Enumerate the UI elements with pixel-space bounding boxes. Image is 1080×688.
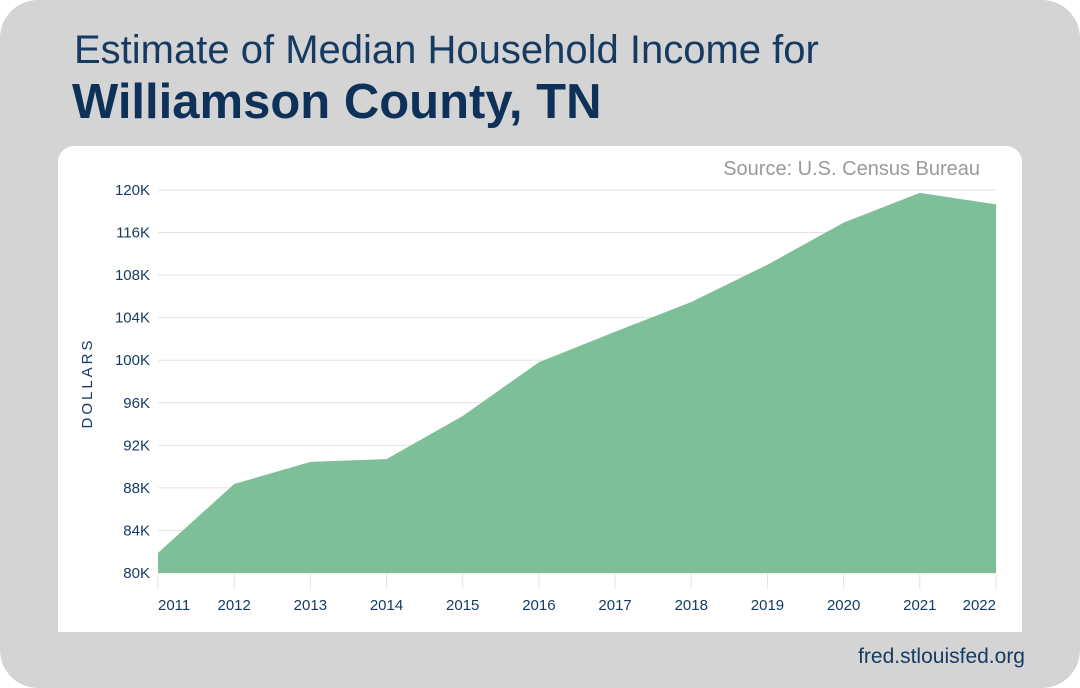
footer-url: fred.stlouisfed.org bbox=[858, 645, 1025, 668]
y-tick-label: 88K bbox=[123, 480, 150, 497]
x-tick-label: 2021 bbox=[903, 597, 936, 614]
x-tick-label: 2015 bbox=[446, 597, 479, 614]
chart-title-line2: Williamson County, TN bbox=[72, 75, 602, 129]
x-tick-label: 2017 bbox=[598, 597, 631, 614]
y-tick-label: 120K bbox=[115, 182, 150, 199]
x-tick-label: 2011 bbox=[158, 597, 190, 614]
y-tick-label: 92K bbox=[123, 437, 150, 454]
x-tick-label: 2022 bbox=[963, 597, 996, 614]
x-axis-ticks: 2011 2012 2013 2014 2015 2016 2017 2018 2019 2020… bbox=[157, 573, 997, 614]
chart-panel: 80K 84K 88K 92K 96K 100K 104K 108K 116K 120K 2011… bbox=[58, 146, 1022, 632]
y-tick-label: 80K bbox=[123, 565, 150, 582]
x-tick-label: 2019 bbox=[751, 597, 784, 614]
y-axis-label: DOLLARS bbox=[79, 337, 96, 428]
y-tick-label: 84K bbox=[123, 522, 150, 539]
x-tick-label: 2013 bbox=[294, 597, 327, 614]
chart-title-line1: Estimate of Median Household Income for bbox=[74, 28, 819, 72]
y-tick-label: 96K bbox=[123, 395, 150, 412]
y-tick-label: 116K bbox=[116, 225, 150, 242]
y-axis-ticks: 80K 84K 88K 92K 96K 100K 104K 108K 116K 120K bbox=[115, 182, 150, 582]
x-tick-label: 2012 bbox=[217, 597, 250, 614]
area-chart: 80K 84K 88K 92K 96K 100K 104K 108K 116K 120K 2011… bbox=[79, 158, 997, 614]
income-area bbox=[158, 192, 996, 573]
x-tick-label: 2018 bbox=[675, 597, 708, 614]
y-tick-label: 108K bbox=[115, 267, 150, 284]
x-tick-label: 2014 bbox=[370, 597, 403, 614]
x-tick-label: 2020 bbox=[827, 597, 860, 614]
source-label: Source: U.S. Census Bureau bbox=[723, 158, 980, 180]
y-tick-label: 104K bbox=[115, 310, 150, 327]
y-tick-label: 100K bbox=[115, 352, 150, 369]
x-tick-label: 2016 bbox=[522, 597, 555, 614]
